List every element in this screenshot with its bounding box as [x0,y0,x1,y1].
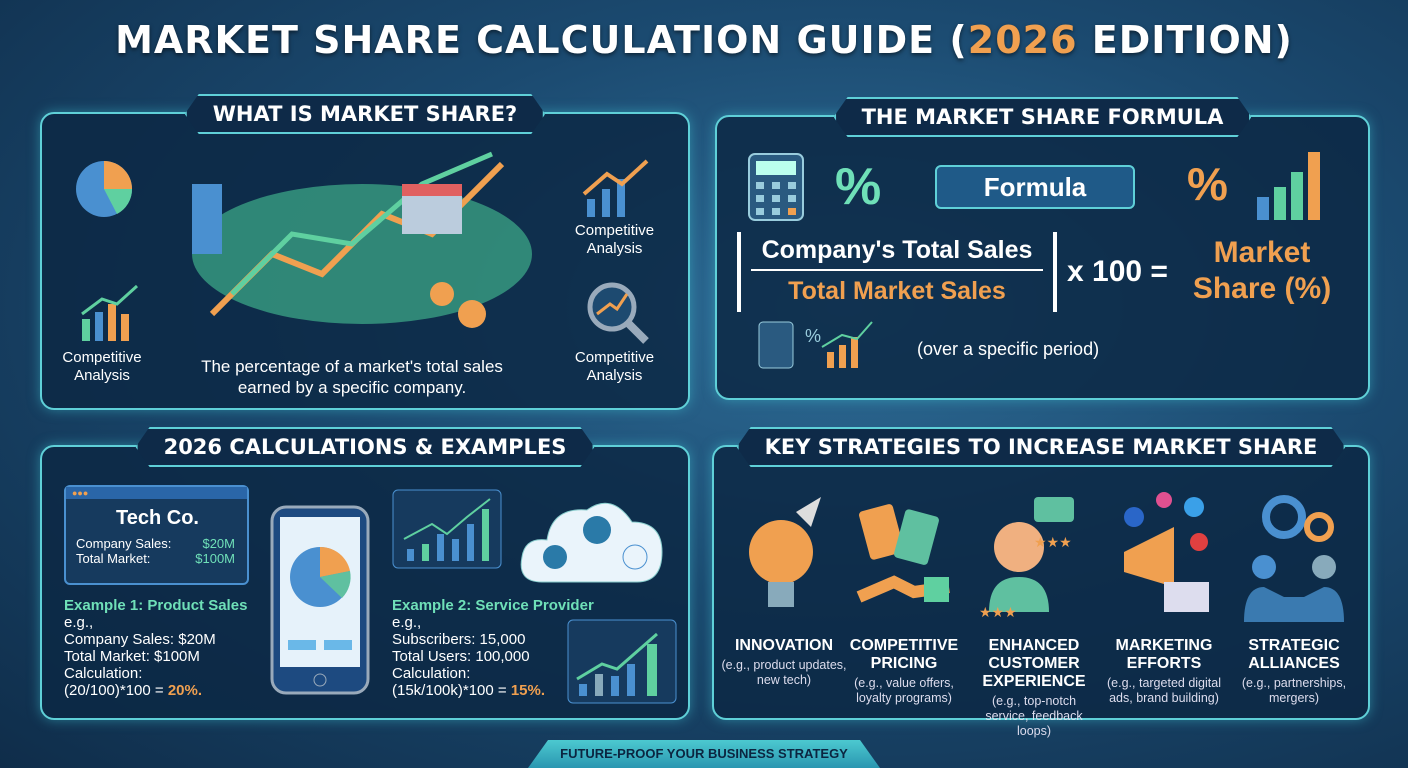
strategy-pricing: COMPETITIVE PRICING (e.g., value offers, … [839,637,969,706]
strategy-description: (e.g., top-notch service, feedback loops… [985,694,1083,738]
megaphone-icon [1124,492,1209,612]
percent-symbol: % [1187,158,1228,210]
definition-text: The percentage of a market's total sales… [201,357,503,397]
handshake-gears-icon [1244,495,1344,622]
bar-chart-icon [81,284,139,341]
calculations-panel: 2026 CALCULATIONS & EXAMPLES ●●● Tech Co… [40,445,690,720]
bar-chart-icon [1257,152,1320,220]
footer-banner: FUTURE-PROOF YOUR BUSINESS STRATEGY [528,740,880,768]
growth-chart-icon [582,159,649,217]
market-value: $100M [195,551,235,566]
example-line: e.g., [392,614,422,631]
lightbulb-rocket-icon [749,497,821,607]
label-competitive-analysis: Competitive Analysis [574,349,655,384]
example-line: Subscribers: 15,000 [392,631,526,648]
example-1: Example 1: Product Sales e.g., Company S… [64,597,247,699]
numerator: Company's Total Sales [751,232,1043,271]
panel-heading: 2026 CALCULATIONS & EXAMPLES [136,427,595,467]
example-line: Total Market: $100M [64,648,200,665]
page-title: MARKET SHARE CALCULATION GUIDE (2026 EDI… [115,18,1293,62]
strategy-title: MARKETING EFFORTS [1115,637,1213,672]
panel-heading: KEY STRATEGIES TO INCREASE MARKET SHARE [737,427,1346,467]
customer-service-icon: ★★★ ★★★ [979,497,1074,620]
example-result: 20%. [167,682,203,699]
smartphone-pie-icon [270,505,370,695]
company-name: Tech Co. [116,507,199,529]
label-competitive-analysis: Competitive Analysis [62,349,142,384]
formula-panel: THE MARKET SHARE FORMULA % Formula % Com… [715,115,1370,400]
price-tag-icon [856,504,950,603]
what-is-panel: WHAT IS MARKET SHARE? Competitive Analys… [40,112,690,410]
example-2: Example 2: Service Provider e.g., Subscr… [392,597,594,699]
formula-badge: Formula [935,165,1135,209]
example-result: 15%. [510,682,546,699]
multiplier: x 100 = [1067,255,1168,288]
strategy-marketing: MARKETING EFFORTS (e.g., targeted digital… [1099,637,1229,706]
percent-symbol: % [835,158,882,216]
example-line: e.g., [64,614,94,631]
result-label: Market Share (%) [1192,236,1332,305]
line-chart-icon [392,489,502,569]
strategy-alliances: STRATEGIC ALLIANCES (e.g., partnerships, … [1229,637,1359,706]
strategy-innovation: INNOVATION (e.g., product updates, new te… [719,637,849,688]
strategy-title: COMPETITIVE PRICING [849,637,959,672]
strategy-description: (e.g., partnerships, mergers) [1241,676,1347,705]
strategy-title: ENHANCED CUSTOMER EXPERIENCE [982,637,1086,690]
company-card: ●●● Tech Co. Company Sales: $20M Total M… [64,485,249,585]
strategy-description: (e.g., product updates, new tech) [721,658,847,687]
strategy-title: STRATEGIC ALLIANCES [1248,637,1340,672]
market-label: Total Market: [76,551,151,566]
pie-chart-icon [76,161,133,217]
period-note: (over a specific period) [917,339,1100,359]
example-title: Example 1: Product Sales [64,597,248,614]
small-calculator-chart-icon: % [758,321,873,369]
strategy-description: (e.g., value offers, loyalty programs) [854,676,954,705]
calculator-icon [748,153,804,221]
example-line: Calculation: [64,665,143,682]
svg-text:★★★: ★★★ [979,604,1017,620]
strategy-customer-experience: ENHANCED CUSTOMER EXPERIENCE (e.g., top-n… [969,637,1099,739]
example-line: Calculation: [392,665,471,682]
svg-text:%: % [805,326,821,346]
growth-chart-icon [567,619,677,704]
label-competitive-analysis: Competitive Analysis [574,222,655,257]
strategies-panel: KEY STRATEGIES TO INCREASE MARKET SHARE … [712,445,1370,738]
example-line: (20/100)*100 = [64,682,168,699]
magnifier-chart-icon [587,282,649,344]
strategy-title: INNOVATION [734,637,834,654]
svg-text:★★★: ★★★ [1034,534,1072,550]
denominator: Total Market Sales [788,277,1006,305]
world-map-growth-icon [192,151,532,328]
panel-heading: WHAT IS MARKET SHARE? [185,94,545,134]
example-line: (15k/100k)*100 = [392,682,511,699]
example-line: Total Users: 100,000 [392,648,530,665]
example-title: Example 2: Service Provider [392,597,594,614]
sales-label: Company Sales: [76,536,172,551]
cloud-users-icon [520,502,663,583]
formula-fraction: Company's Total Sales Total Market Sales [737,232,1057,312]
strategy-description: (e.g., targeted digital ads, brand build… [1107,676,1221,705]
example-line: Company Sales: $20M [64,631,216,648]
panel-heading: THE MARKET SHARE FORMULA [834,97,1252,137]
sales-value: $20M [202,536,235,551]
